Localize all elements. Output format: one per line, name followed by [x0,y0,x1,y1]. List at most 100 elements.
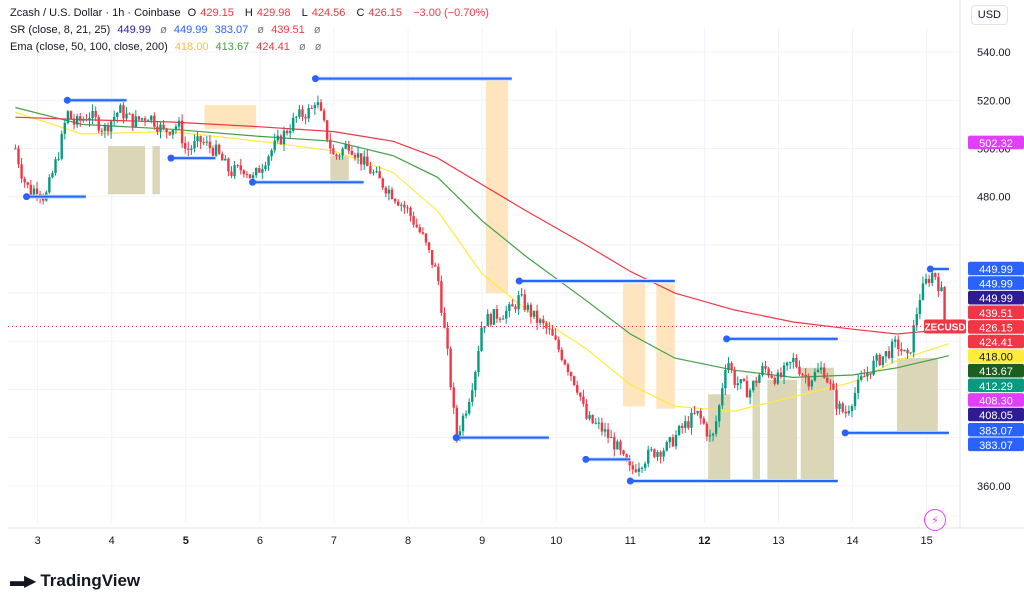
candle-body [582,396,585,404]
candle-body [792,357,795,363]
sr-zones [108,78,938,482]
candle-body [733,370,736,386]
candle-body [542,319,545,324]
candle-body [628,461,631,466]
close-value: 426.15 [368,7,403,19]
eye-icon[interactable]: ø [298,41,306,53]
candle-body [569,372,573,377]
candle-body [887,351,891,358]
sr-level-marker [841,429,849,437]
candle-body [430,249,434,265]
x-tick-label: 14 [846,535,858,547]
candle-body [400,204,403,206]
candle-body [17,148,20,165]
x-tick-label: 5 [183,535,189,547]
flash-icon[interactable]: ⚡ [924,509,946,531]
candle-body [350,150,354,155]
candle-body [909,352,912,354]
candle-body [640,467,644,469]
candle-body [878,354,881,366]
sr-level-marker [63,96,71,104]
candle-body [943,287,946,322]
candle-body [761,365,764,375]
candle-body [251,175,255,179]
y-tick-label: 480.00 [977,192,1011,204]
candle-body [937,276,940,292]
sr-indicator-name: SR (close, 8, 21, 25) [10,24,111,36]
candle-body [82,119,85,121]
brand-logo[interactable]: ▬▶ TradingView [10,571,140,591]
candle-body [514,306,517,310]
ema-legend[interactable]: Ema (close, 50, 100, close, 200) 418.00 … [10,41,326,53]
candle-body [63,122,66,134]
eye-icon[interactable]: ø [257,24,265,36]
brand-name: TradingView [40,571,141,590]
candle-body [119,105,122,113]
candle-body [798,366,801,375]
support-zone [752,379,760,482]
candle-body [897,339,900,350]
candle-body [609,436,613,438]
candle-body [390,189,394,200]
price-label-text: 424.41 [979,337,1013,349]
candle-body [338,155,341,157]
candle-body [606,429,610,438]
sr-legend[interactable]: SR (close, 8, 21, 25) 449.99 ø 449.99 38… [10,24,325,36]
candle-body [600,422,604,432]
sr-level-marker [248,178,256,186]
price-label-text: 449.99 [979,264,1013,276]
candle-body [832,383,835,390]
candle-body [230,171,233,177]
candle-body [471,390,474,403]
candle-body [51,173,54,178]
eye-icon[interactable]: ø [313,24,321,36]
candle-body [267,156,270,166]
candle-body [393,199,397,202]
candle-body [193,141,196,149]
candle-body [650,449,653,451]
eye-icon[interactable]: ø [160,24,167,36]
candle-body [91,110,94,119]
candle-body [554,335,557,340]
candle-body [511,304,514,307]
candle-body [369,166,372,174]
candle-body [551,329,554,336]
candle-body [656,451,659,457]
candle-body [875,354,878,361]
candle-body [103,124,107,131]
price-label-box [968,393,1024,407]
candle-body [440,281,443,313]
candle-body [863,376,866,378]
candle-body [347,144,350,151]
candle-body [801,374,804,376]
candle-body [813,372,817,381]
candle-body [190,148,193,150]
candle-body [866,373,869,377]
candle-body [153,115,156,127]
currency-button[interactable]: USD [970,5,1008,25]
candle-body [810,380,814,387]
symbol-tag-text: ZECUSD [924,322,965,333]
price-label-box [968,276,1024,290]
candle-body [526,304,530,310]
candle-body [622,450,625,455]
candle-body [224,158,227,161]
ema-lines [15,106,950,412]
candle-body [239,165,242,171]
candle-body [795,357,798,367]
candle-body [505,310,508,319]
candle-body [273,140,276,151]
candle-body [341,148,344,156]
sr-level-marker [515,277,523,285]
price-label-box [968,135,1024,150]
candle-body [35,188,39,194]
candle-body [128,113,131,115]
candle-body [520,294,523,296]
candle-body [860,376,863,380]
eye-icon[interactable]: ø [314,41,322,53]
candle-body [572,376,576,385]
candle-body [196,136,199,142]
candle-body [881,356,885,366]
candle-body [14,148,17,150]
